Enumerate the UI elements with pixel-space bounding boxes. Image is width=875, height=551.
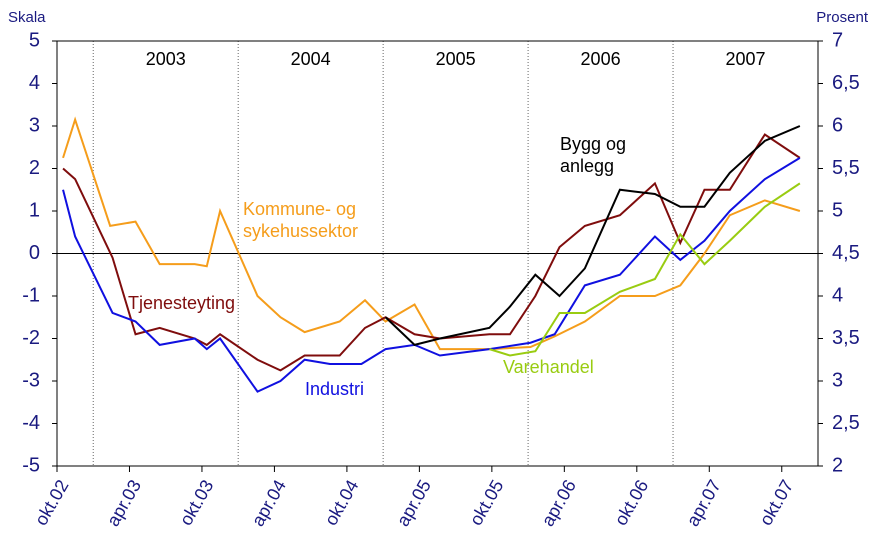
y-tick-label: -4 xyxy=(22,412,40,434)
y2-tick-label: 5 xyxy=(832,199,843,221)
y-tick-label: -2 xyxy=(22,327,40,349)
y2-tick-label: 5,5 xyxy=(832,157,860,179)
series-line xyxy=(62,116,801,351)
y2-tick-label: 4,5 xyxy=(832,242,860,264)
year-label: 2007 xyxy=(726,49,766,69)
y2-axis-label: Prosent xyxy=(816,9,869,26)
series-label: Varehandel xyxy=(503,357,594,377)
y-tick-label: 3 xyxy=(29,114,40,136)
y-tick-label: 1 xyxy=(29,199,40,221)
x-tick-label: okt.07 xyxy=(755,476,797,528)
series-line xyxy=(489,182,801,357)
year-label: 2004 xyxy=(291,49,331,69)
series-line xyxy=(62,133,801,372)
x-tick-label: okt.02 xyxy=(31,476,73,528)
series-label: Kommune- og sykehussektor xyxy=(243,199,359,241)
plot-frame xyxy=(56,40,819,467)
y-tick-label: 5 xyxy=(29,29,40,51)
series-label: Tjenesteyting xyxy=(128,293,236,313)
y-tick-label: 0 xyxy=(29,242,40,264)
series-line xyxy=(384,125,801,346)
y2-tick-label: 6,5 xyxy=(832,72,860,94)
x-tick-label: apr.05 xyxy=(393,476,435,529)
y-tick-label: 2 xyxy=(29,157,40,179)
series-label: Bygg og anlegg xyxy=(560,134,627,176)
y2-tick-label: 2 xyxy=(832,454,843,476)
y-axis-label: Skala xyxy=(8,9,46,26)
year-label: 2005 xyxy=(436,49,476,69)
x-tick-label: apr.04 xyxy=(248,476,290,529)
y2-tick-label: 3,5 xyxy=(832,327,860,349)
x-tick-label: apr.07 xyxy=(683,476,725,529)
y2-tick-label: 3 xyxy=(832,369,843,391)
series-label: Industri xyxy=(305,379,365,399)
y2-tick-label: 2,5 xyxy=(832,412,860,434)
x-tick-label: apr.06 xyxy=(538,476,580,529)
year-label: 2006 xyxy=(581,49,621,69)
y2-tick-label: 4 xyxy=(832,284,843,306)
x-tick-label: okt.03 xyxy=(176,476,218,528)
x-tick-label: apr.03 xyxy=(103,476,145,529)
series-line xyxy=(62,157,801,393)
x-tick-label: okt.06 xyxy=(611,476,653,528)
y2-tick-label: 6 xyxy=(832,114,843,136)
y-tick-label: -3 xyxy=(22,369,40,391)
y2-tick-label: 7 xyxy=(832,29,843,51)
x-tick-label: okt.04 xyxy=(321,476,363,528)
y-tick-label: 4 xyxy=(29,72,40,94)
year-label: 2003 xyxy=(146,49,186,69)
y-tick-label: -1 xyxy=(22,284,40,306)
y-tick-label: -5 xyxy=(22,454,40,476)
x-tick-label: okt.05 xyxy=(466,476,508,528)
